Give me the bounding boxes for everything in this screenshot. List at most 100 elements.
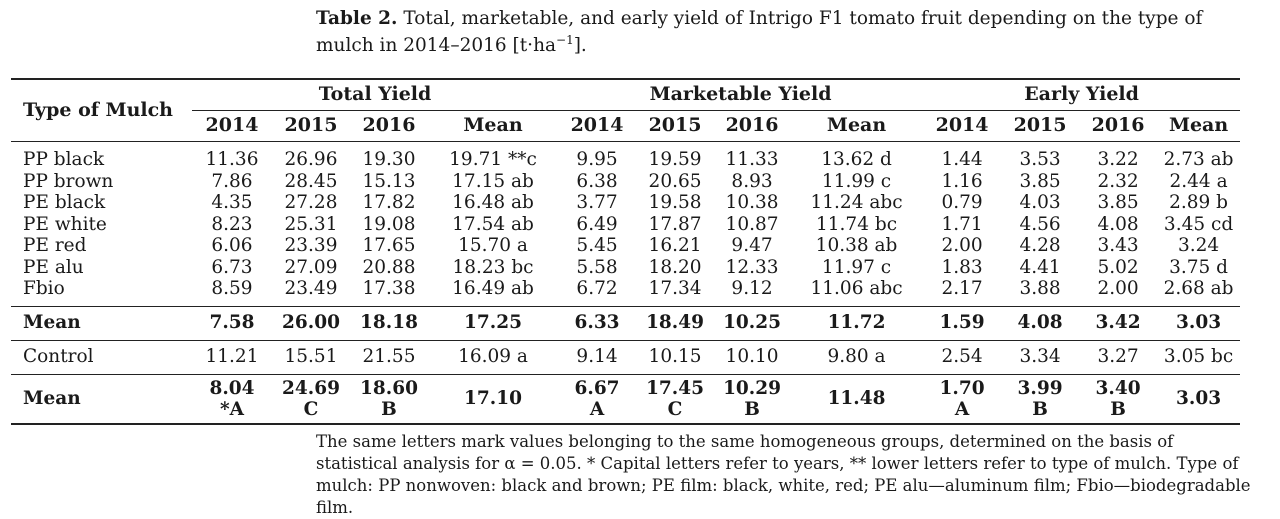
table-cell: 3.03 bbox=[1176, 312, 1222, 334]
table-cell: 18.18 bbox=[360, 312, 418, 334]
subheader-cell: Mean bbox=[826, 114, 887, 137]
table-body: PP black 11.36 26.96 19.30 19.71 **c 9.95 19.5… bbox=[11, 141, 1241, 424]
row-label: Mean bbox=[23, 388, 81, 409]
subheader-row: 2014 2015 2016 Mean 2014 2015 2016 Mean … bbox=[11, 111, 1240, 142]
table-cell: 2.89 b bbox=[1169, 192, 1229, 213]
table-cell: 4.03 bbox=[1019, 192, 1061, 213]
table-cell: 10.38 ab bbox=[815, 235, 898, 256]
table-caption: Table 2. Total, marketable, and early yi… bbox=[316, 5, 1256, 59]
table-cell: 25.31 bbox=[284, 213, 338, 235]
table-cell: 28.45 bbox=[284, 170, 338, 192]
table-cell: 11.21 bbox=[205, 346, 259, 368]
table-cell: 9.95 bbox=[576, 149, 618, 170]
table-cell: 17.54 ab bbox=[452, 213, 534, 235]
table-row: PE alu 6.73 27.09 20.88 18.23 bc 5.58 18.20 12.… bbox=[11, 257, 1240, 279]
table-cell: 17.10 bbox=[428, 374, 558, 424]
row-label: Control bbox=[23, 346, 94, 368]
table-cell: 3.43 bbox=[1097, 235, 1139, 256]
group-header-early-yield: Early Yield bbox=[923, 79, 1241, 111]
table-cell: 6.72 bbox=[576, 278, 618, 299]
table-cell: 9.14 bbox=[576, 346, 618, 368]
table-cell: 1.59 bbox=[939, 312, 985, 334]
subheader-cell: Mean bbox=[1168, 114, 1229, 137]
subheader-cell: 2014 bbox=[935, 114, 989, 137]
table-row: PE black 4.35 27.28 17.82 16.48 ab 3.77 19.58 1… bbox=[11, 192, 1240, 214]
table-row: PE red 6.06 23.39 17.65 15.70 a 5.45 16.21 9.47… bbox=[11, 235, 1240, 257]
table-cell: 17.15 ab bbox=[452, 170, 534, 192]
table-cell: 20.65 bbox=[648, 170, 702, 192]
table-cell: 3.85 bbox=[1097, 192, 1139, 213]
caption-text: Total, marketable, and early yield of In… bbox=[316, 8, 1203, 56]
cell-group-letter: B bbox=[1110, 398, 1126, 420]
subheader-cell: 2015 bbox=[648, 114, 702, 137]
table-cell: 6.73 bbox=[211, 256, 253, 278]
table-cell: 17.34 bbox=[648, 278, 702, 299]
table-cell: 5.02 bbox=[1097, 256, 1139, 278]
group-header-marketable-yield: Marketable Yield bbox=[558, 79, 924, 111]
cell-value: 6.67 bbox=[574, 377, 620, 399]
table-cell: 17.45 C bbox=[636, 374, 714, 424]
table-cell: 26.00 bbox=[282, 312, 340, 334]
table-cell: 10.15 bbox=[648, 346, 702, 368]
table-cell: 3.45 cd bbox=[1163, 213, 1234, 235]
table-cell: 9.47 bbox=[731, 235, 773, 256]
table-cell: 3.34 bbox=[1019, 346, 1061, 368]
subheader-cell: 2014 bbox=[570, 114, 624, 137]
subheader-cell: Mean bbox=[463, 114, 523, 137]
row-label: Mean bbox=[23, 312, 81, 334]
table-cell: 26.96 bbox=[284, 149, 338, 170]
row-label: PE black bbox=[23, 192, 106, 213]
subheader-cell: 2014 bbox=[205, 114, 259, 137]
table-cell: 10.38 bbox=[725, 192, 779, 213]
table-cell: 4.56 bbox=[1019, 213, 1061, 235]
table-cell: 11.74 bc bbox=[816, 213, 898, 235]
table-cell: 3.75 d bbox=[1169, 256, 1229, 278]
row-label: PE white bbox=[23, 213, 107, 235]
table-cell: 3.88 bbox=[1019, 278, 1061, 299]
table-cell: 16.48 ab bbox=[452, 192, 534, 213]
table-cell: 2.00 bbox=[1097, 278, 1139, 299]
table-cell: 20.88 bbox=[362, 256, 416, 278]
table-cell: 10.87 bbox=[725, 213, 779, 235]
table-cell: 6.49 bbox=[576, 213, 618, 235]
table-cell: 3.24 bbox=[1177, 235, 1220, 256]
caption-label: Table 2. bbox=[316, 8, 398, 29]
subheader-cell: 2016 bbox=[725, 114, 779, 137]
table-cell: 1.16 bbox=[941, 170, 983, 192]
table-cell: 6.33 bbox=[574, 312, 620, 334]
table-cell: 24.69 C bbox=[272, 374, 350, 424]
table-footnote: The same letters mark values belonging t… bbox=[316, 432, 1251, 517]
table-cell: 8.04 *A bbox=[192, 374, 272, 424]
table-cell: 8.23 bbox=[211, 213, 253, 235]
cell-value: 17.45 bbox=[646, 377, 704, 399]
subheader-cell: 2016 bbox=[1091, 114, 1145, 137]
table-cell: 3.42 bbox=[1095, 312, 1141, 334]
group-header-total-yield: Total Yield bbox=[192, 79, 559, 111]
subheader-cell: 2016 bbox=[362, 114, 416, 137]
table-cell: 27.28 bbox=[284, 192, 338, 213]
cell-group-letter: *A bbox=[219, 398, 245, 420]
overall-mean-row: Mean 8.04 *A 24.69 C 18.60 B 17.10 6.67 A 17.45 C 10… bbox=[11, 374, 1241, 424]
table-row: Fbio 8.59 23.49 17.38 16.49 ab 6.72 17.34 9.12 1… bbox=[11, 278, 1240, 306]
table-cell: 18.23 bc bbox=[452, 256, 534, 278]
table-cell: 27.09 bbox=[284, 256, 338, 278]
table-cell: 12.33 bbox=[725, 256, 779, 278]
table-cell: 2.17 bbox=[941, 278, 983, 299]
table-cell: 23.49 bbox=[284, 278, 338, 299]
table-cell: 6.38 bbox=[576, 170, 618, 192]
cell-group-letter: B bbox=[744, 398, 760, 420]
table-cell: 4.08 bbox=[1017, 312, 1063, 334]
row-label: PE alu bbox=[23, 256, 84, 278]
caption-superscript: −1 bbox=[556, 32, 574, 47]
table-cell: 1.83 bbox=[941, 256, 983, 278]
table-cell: 1.70 A bbox=[923, 374, 1001, 424]
table-cell: 10.29 B bbox=[714, 374, 790, 424]
table-cell: 21.55 bbox=[362, 346, 416, 368]
table-cell: 3.99 B bbox=[1001, 374, 1079, 424]
cell-group-letter: B bbox=[381, 398, 397, 420]
table-row: PP black 11.36 26.96 19.30 19.71 **c 9.95 19.5… bbox=[11, 141, 1241, 171]
table-cell: 2.44 a bbox=[1169, 170, 1228, 192]
cell-value: 1.70 bbox=[939, 377, 985, 399]
cell-value: 3.99 bbox=[1017, 377, 1063, 399]
table-cell: 3.85 bbox=[1019, 170, 1061, 192]
